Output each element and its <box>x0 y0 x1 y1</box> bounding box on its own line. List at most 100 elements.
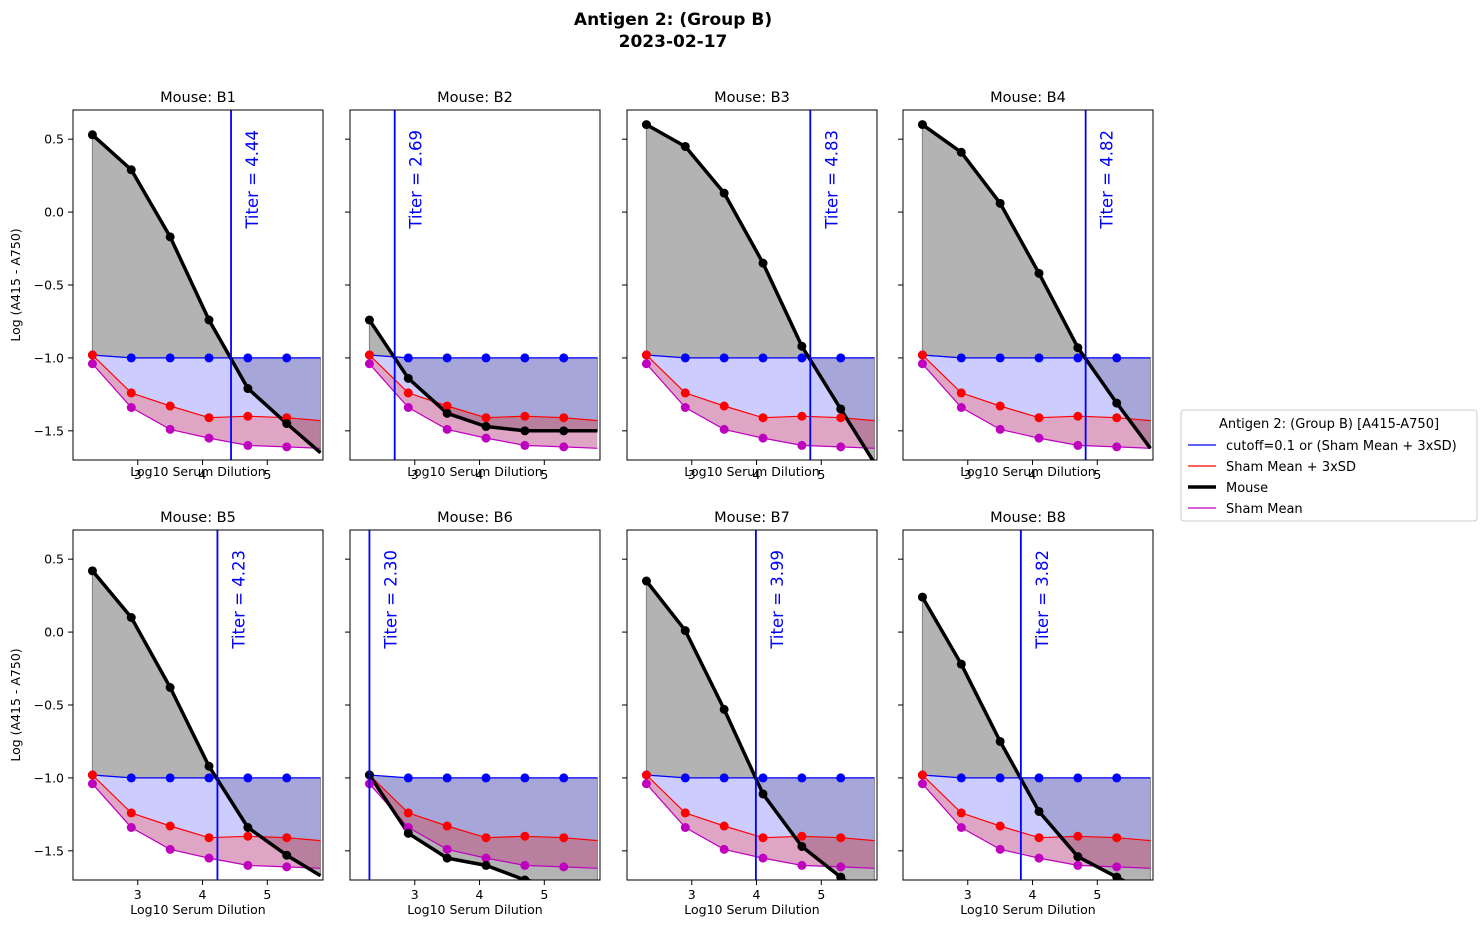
fill-cutoff-sham3sd <box>646 775 875 841</box>
plot-area <box>87 530 322 880</box>
panel-5: Mouse: B5 Titer = 4.23 0.5 0.0 −0.5 −1.0 −1.5 3… <box>8 510 324 917</box>
point-sham-mean <box>481 853 491 863</box>
point-sham-3sd <box>243 411 253 421</box>
point-sham-mean <box>481 433 491 443</box>
y-tick-label: 0.5 <box>44 552 64 567</box>
point-sham-mean <box>956 403 966 412</box>
point-mouse <box>836 872 846 880</box>
point-mouse <box>442 408 452 418</box>
point-mouse <box>797 841 807 851</box>
x-tick-label: 3 <box>964 887 972 902</box>
point-mouse <box>204 761 214 771</box>
y-tick-label: −1.0 <box>34 350 64 365</box>
point-sham-3sd <box>282 833 292 843</box>
point-mouse <box>243 384 253 394</box>
point-mouse <box>126 613 136 622</box>
point-mouse <box>243 823 253 832</box>
point-cutoff <box>403 773 413 783</box>
x-tick-label: 5 <box>540 887 548 902</box>
point-sham-mean <box>641 359 651 369</box>
point-sham-3sd <box>917 350 927 360</box>
point-sham-mean <box>165 844 175 854</box>
point-sham-3sd <box>204 833 214 843</box>
x-tick-label: 5 <box>263 467 271 482</box>
plot-area <box>641 110 875 460</box>
point-cutoff <box>165 773 175 783</box>
titer-label: Titer = 4.44 <box>243 130 262 230</box>
x-tick-label: 3 <box>134 887 142 902</box>
y-tick-label: −1.5 <box>34 843 64 858</box>
point-sham-3sd <box>641 770 651 780</box>
panel-title: Mouse: B5 <box>160 510 236 526</box>
point-mouse <box>126 165 136 175</box>
point-sham-3sd <box>126 388 136 398</box>
point-sham-mean <box>204 853 214 863</box>
point-cutoff <box>956 353 966 363</box>
point-sham-3sd <box>442 821 452 831</box>
fill-cutoff-sham3sd <box>369 775 598 841</box>
x-tick-label: 4 <box>753 467 761 482</box>
point-mouse <box>165 683 175 692</box>
plot-area <box>364 110 598 460</box>
point-sham-mean <box>917 779 927 789</box>
point-cutoff <box>126 353 136 363</box>
x-tick-label: 4 <box>476 467 484 482</box>
point-sham-3sd <box>1034 413 1044 423</box>
point-cutoff <box>282 353 292 363</box>
point-cutoff <box>1112 353 1122 363</box>
panel-title: Mouse: B2 <box>437 90 513 106</box>
point-cutoff <box>1073 773 1083 783</box>
point-mouse <box>1034 268 1044 278</box>
point-sham-mean <box>87 779 97 789</box>
point-sham-3sd <box>243 831 253 841</box>
titer-label: Titer = 3.82 <box>1033 550 1052 650</box>
panel-title: Mouse: B6 <box>437 510 513 526</box>
x-axis-label: Log10 Serum Dilution <box>684 902 819 917</box>
point-cutoff <box>442 353 452 363</box>
point-sham-3sd <box>641 350 651 360</box>
x-axis-label: Log10 Serum Dilution <box>407 902 542 917</box>
point-mouse <box>87 566 97 576</box>
point-sham-mean <box>243 860 253 870</box>
x-tick-label: 5 <box>540 467 548 482</box>
point-sham-3sd <box>364 350 374 360</box>
point-sham-3sd <box>719 821 729 831</box>
plot-area <box>917 110 1152 460</box>
fill-cutoff-sham3sd <box>92 775 321 841</box>
point-cutoff <box>1112 773 1122 783</box>
panel-title: Mouse: B1 <box>160 90 236 106</box>
point-mouse <box>836 404 846 414</box>
point-cutoff <box>243 353 253 363</box>
x-tick-label: 4 <box>199 887 207 902</box>
point-mouse <box>520 875 530 880</box>
point-sham-3sd <box>956 388 966 398</box>
point-mouse <box>758 258 768 268</box>
point-sham-3sd <box>204 413 214 423</box>
point-sham-mean <box>559 862 569 872</box>
point-sham-mean <box>165 424 175 434</box>
point-mouse <box>956 659 966 669</box>
titer-label: Titer = 4.82 <box>1098 130 1117 230</box>
point-sham-mean <box>520 440 530 450</box>
point-sham-mean <box>719 844 729 854</box>
x-tick-label: 3 <box>688 467 696 482</box>
point-sham-3sd <box>836 413 846 423</box>
point-mouse <box>403 373 413 383</box>
point-cutoff <box>1034 773 1044 783</box>
point-mouse <box>87 130 97 140</box>
point-cutoff <box>1073 353 1083 363</box>
point-sham-3sd <box>1073 831 1083 841</box>
plot-area <box>87 110 322 460</box>
point-mouse <box>995 198 1005 208</box>
point-mouse <box>995 736 1005 746</box>
point-sham-mean <box>403 403 413 412</box>
point-cutoff <box>719 773 729 783</box>
point-sham-3sd <box>1112 833 1122 843</box>
point-sham-3sd <box>403 388 413 398</box>
plot-area <box>641 530 875 880</box>
plot-area <box>364 530 598 880</box>
point-sham-3sd <box>520 831 530 841</box>
point-sham-mean <box>1112 442 1122 452</box>
point-sham-3sd <box>1112 413 1122 423</box>
